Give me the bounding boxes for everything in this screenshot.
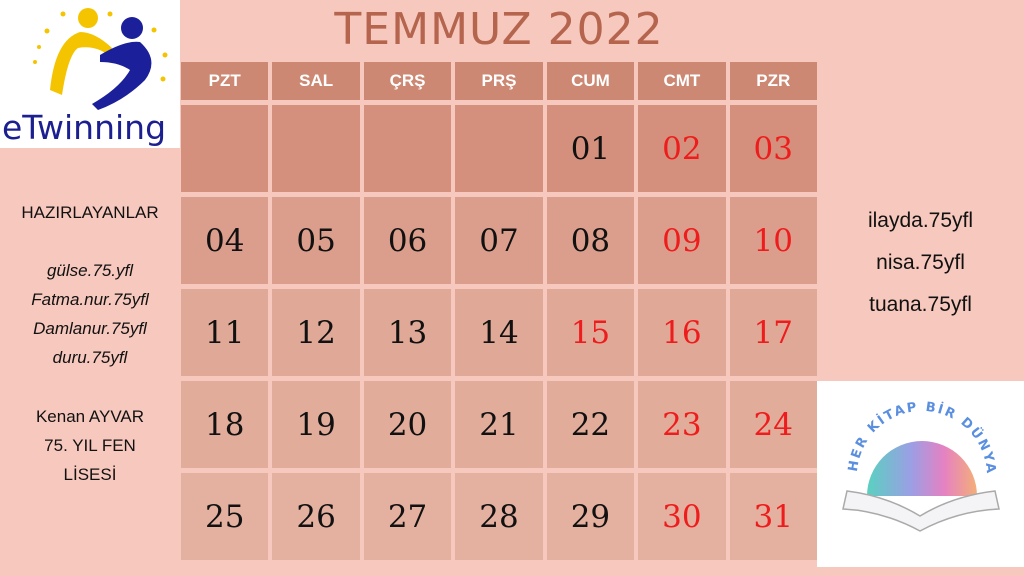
weekday-header: CUM	[546, 62, 635, 100]
weekday-header: PZR	[729, 62, 817, 100]
day-cell[interactable]: 03	[729, 105, 817, 192]
day-cell[interactable]: 06	[363, 197, 452, 284]
day-cell[interactable]: 24	[729, 381, 817, 468]
weekday-header: SAL	[272, 62, 360, 100]
weekday-header: PZT	[181, 62, 269, 100]
student-name: ilayda.75yfl	[867, 209, 974, 232]
weekday-header: PRŞ	[455, 62, 543, 100]
day-cell[interactable]: 05	[272, 197, 360, 284]
empty-day-cell	[272, 105, 360, 192]
preparers-heading: HAZIRLAYANLAR	[21, 203, 159, 222]
her-kitap-bir-dunya-logo: HER KİTAP BİR DÜNYA	[817, 381, 1024, 567]
day-cell[interactable]: 01	[546, 105, 635, 192]
day-cell[interactable]: 29	[546, 473, 635, 560]
day-cell[interactable]: 10	[729, 197, 817, 284]
globe-book-icon: HER KİTAP BİR DÜNYA	[842, 400, 1000, 532]
day-cell[interactable]: 15	[546, 289, 635, 376]
etwinning-figures-icon	[33, 8, 168, 110]
student-name: tuana.75yfl	[869, 293, 972, 316]
student-name: nisa.75yfl	[876, 251, 965, 274]
school-line-2: LİSESİ	[63, 465, 117, 484]
day-cell[interactable]: 23	[638, 381, 726, 468]
calendar-grid: PZT SAL ÇRŞ PRŞ CUM CMT PZR 01 02 03 04 05 06 07 08 09 1…	[181, 62, 817, 560]
day-cell[interactable]: 19	[272, 381, 360, 468]
day-cell[interactable]: 08	[546, 197, 635, 284]
etwinning-logo-text: eTwinning	[2, 108, 167, 147]
day-cell[interactable]: 16	[638, 289, 726, 376]
weekday-header: CMT	[638, 62, 726, 100]
day-cell[interactable]: 02	[638, 105, 726, 192]
day-cell[interactable]: 07	[455, 197, 543, 284]
day-cell[interactable]: 04	[181, 197, 269, 284]
student-list: gülse.75.yfl Fatma.nur.75yfl Damlanur.75…	[0, 256, 180, 372]
teacher-name: Kenan AYVAR	[35, 407, 145, 426]
student-name: Damlanur.75yfl	[33, 319, 147, 338]
day-cell[interactable]: 14	[455, 289, 543, 376]
day-cell[interactable]: 27	[363, 473, 452, 560]
day-cell[interactable]: 20	[363, 381, 452, 468]
empty-day-cell	[181, 105, 269, 192]
day-cell[interactable]: 17	[729, 289, 817, 376]
empty-day-cell	[455, 105, 543, 192]
school-line-1: 75. YIL FEN	[44, 436, 136, 455]
empty-day-cell	[363, 105, 452, 192]
day-cell[interactable]: 31	[729, 473, 817, 560]
student-name: Fatma.nur.75yfl	[31, 290, 149, 309]
student-name: duru.75yfl	[52, 348, 128, 367]
weekday-header: ÇRŞ	[363, 62, 452, 100]
day-cell[interactable]: 13	[363, 289, 452, 376]
day-cell[interactable]: 09	[638, 197, 726, 284]
day-cell[interactable]: 28	[455, 473, 543, 560]
day-cell[interactable]: 11	[181, 289, 269, 376]
day-cell[interactable]: 12	[272, 289, 360, 376]
day-cell[interactable]: 18	[181, 381, 269, 468]
day-cell[interactable]: 21	[455, 381, 543, 468]
day-cell[interactable]: 25	[181, 473, 269, 560]
right-name-list: ilayda.75yfl nisa.75yfl tuana.75yfl	[817, 200, 1024, 326]
etwinning-logo: eTwinning	[0, 0, 180, 148]
page-title: TEMMUZ 2022	[334, 4, 664, 55]
day-cell[interactable]: 30	[638, 473, 726, 560]
student-name: gülse.75.yfl	[47, 261, 133, 280]
teacher-school: Kenan AYVAR 75. YIL FEN LİSESİ	[0, 402, 180, 489]
day-cell[interactable]: 26	[272, 473, 360, 560]
day-cell[interactable]: 22	[546, 381, 635, 468]
